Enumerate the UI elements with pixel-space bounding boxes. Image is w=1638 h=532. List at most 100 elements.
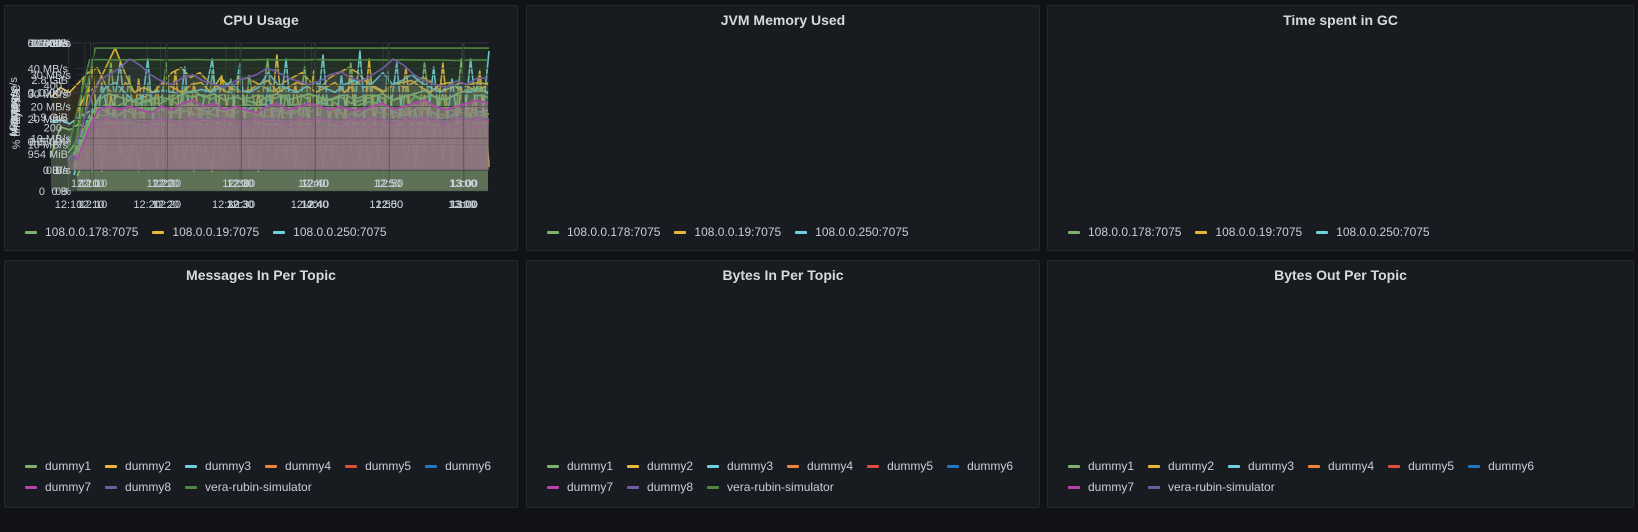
- legend-row: dummy1 dummy2 dummy3 dummy4 dummy5 dummy6: [547, 456, 1027, 477]
- legend-label: dummy3: [1248, 459, 1295, 473]
- legend-swatch-icon: [1068, 486, 1080, 490]
- legend-label: dummy6: [967, 459, 1014, 473]
- legend-item[interactable]: dummy1: [25, 456, 91, 477]
- panel-title[interactable]: Messages In Per Topic: [186, 267, 336, 283]
- panel-title[interactable]: Bytes Out Per Topic: [1274, 267, 1407, 283]
- legend-swatch-icon: [25, 231, 37, 235]
- legend-item[interactable]: 108.0.0.178:7075: [547, 222, 660, 243]
- legend-swatch-icon: [1388, 465, 1401, 469]
- legend-item[interactable]: dummy3: [1228, 456, 1294, 477]
- legend-item[interactable]: vera-rubin-simulator: [185, 477, 312, 498]
- panel-title[interactable]: JVM Memory Used: [720, 12, 846, 28]
- panel-jvm[interactable]: JVM Memory Used: [526, 5, 1040, 251]
- legend-label: 108.0.0.178:7075: [45, 225, 139, 239]
- legend-item[interactable]: dummy2: [627, 456, 693, 477]
- legend: 108.0.0.178:7075 108.0.0.19:7075 108.0.0.2…: [547, 222, 923, 243]
- legend-item[interactable]: dummy6: [1468, 456, 1534, 477]
- legend-item[interactable]: vera-rubin-simulator: [707, 477, 834, 498]
- legend-label: 108.0.0.250:7075: [1336, 225, 1430, 239]
- legend-swatch-icon: [1068, 465, 1080, 469]
- legend-label: dummy1: [1088, 459, 1135, 473]
- legend-label: vera-rubin-simulator: [1168, 480, 1275, 494]
- legend-item[interactable]: 108.0.0.178:7075: [1068, 222, 1181, 243]
- legend-swatch-icon: [1308, 465, 1321, 469]
- legend-item[interactable]: dummy4: [1308, 456, 1374, 477]
- legend-item[interactable]: 108.0.0.250:7075: [1316, 222, 1430, 243]
- legend-swatch-icon: [787, 465, 800, 469]
- legend-item[interactable]: dummy8: [627, 477, 693, 498]
- legend-item[interactable]: dummy3: [707, 456, 773, 477]
- legend-swatch-icon: [345, 465, 358, 469]
- legend-swatch-icon: [627, 486, 640, 490]
- legend-item[interactable]: dummy2: [1148, 456, 1214, 477]
- panel-cpu[interactable]: CPU Usage: [4, 5, 518, 251]
- panel-title[interactable]: Bytes In Per Topic: [722, 267, 844, 283]
- panel-title[interactable]: CPU Usage: [223, 12, 299, 28]
- legend-row: dummy7 dummy8 vera-rubin-simulator: [25, 477, 505, 498]
- panel-gc[interactable]: Time spent in GC: [1047, 5, 1634, 251]
- legend-label: vera-rubin-simulator: [727, 480, 834, 494]
- legend-label: vera-rubin-simulator: [205, 480, 312, 494]
- legend-item[interactable]: dummy4: [265, 456, 331, 477]
- legend-swatch-icon: [547, 231, 559, 235]
- legend-item[interactable]: dummy5: [1388, 456, 1454, 477]
- legend-swatch-icon: [795, 231, 808, 235]
- legend-item[interactable]: dummy4: [787, 456, 853, 477]
- legend-row: dummy7 dummy8 vera-rubin-simulator: [547, 477, 1027, 498]
- legend-swatch-icon: [425, 465, 438, 469]
- legend-item[interactable]: dummy1: [1068, 456, 1134, 477]
- legend-item[interactable]: dummy7: [25, 477, 91, 498]
- legend-item[interactable]: dummy8: [105, 477, 171, 498]
- legend-item[interactable]: vera-rubin-simulator: [1148, 477, 1275, 498]
- legend-item[interactable]: dummy1: [547, 456, 613, 477]
- legend-item[interactable]: dummy2: [105, 456, 171, 477]
- legend-item[interactable]: dummy5: [345, 456, 411, 477]
- legend-item[interactable]: 108.0.0.19:7075: [1195, 222, 1302, 243]
- legend-label: dummy6: [1488, 459, 1535, 473]
- legend-label: dummy2: [647, 459, 694, 473]
- legend-label: dummy4: [285, 459, 332, 473]
- legend: dummy1 dummy2 dummy3 dummy4 dummy5 dummy6 dumm…: [25, 456, 505, 498]
- legend-item[interactable]: dummy7: [547, 477, 613, 498]
- legend-label: 108.0.0.250:7075: [815, 225, 909, 239]
- legend-item[interactable]: dummy5: [867, 456, 933, 477]
- legend-swatch-icon: [547, 486, 559, 490]
- legend-swatch-icon: [25, 465, 37, 469]
- legend-row: 108.0.0.178:7075 108.0.0.19:7075 108.0.0.2…: [25, 222, 401, 243]
- legend-item[interactable]: dummy6: [425, 456, 491, 477]
- legend-label: dummy3: [205, 459, 252, 473]
- legend-item[interactable]: 108.0.0.178:7075: [25, 222, 138, 243]
- legend-item[interactable]: 108.0.0.19:7075: [152, 222, 259, 243]
- legend-swatch-icon: [105, 465, 118, 469]
- legend-label: dummy1: [567, 459, 614, 473]
- legend-label: dummy2: [125, 459, 172, 473]
- legend-item[interactable]: dummy7: [1068, 477, 1134, 498]
- legend-item[interactable]: 108.0.0.19:7075: [674, 222, 781, 243]
- legend-item[interactable]: 108.0.0.250:7075: [273, 222, 387, 243]
- legend-row: dummy1 dummy2 dummy3 dummy4 dummy5 dummy6: [1068, 456, 1548, 477]
- legend-swatch-icon: [1468, 465, 1481, 469]
- legend-label: 108.0.0.19:7075: [694, 225, 782, 239]
- legend-label: dummy1: [45, 459, 92, 473]
- legend-item[interactable]: dummy6: [947, 456, 1013, 477]
- legend-label: dummy7: [45, 480, 92, 494]
- legend-swatch-icon: [1195, 231, 1208, 235]
- legend-swatch-icon: [707, 465, 720, 469]
- legend-swatch-icon: [707, 486, 720, 490]
- legend-label: dummy4: [807, 459, 854, 473]
- legend-row: 108.0.0.178:7075 108.0.0.19:7075 108.0.0.2…: [1068, 222, 1444, 243]
- legend-item[interactable]: dummy3: [185, 456, 251, 477]
- legend-swatch-icon: [674, 231, 687, 235]
- legend-item[interactable]: 108.0.0.250:7075: [795, 222, 909, 243]
- legend-swatch-icon: [185, 465, 198, 469]
- panel-title[interactable]: Time spent in GC: [1283, 12, 1398, 28]
- legend-label: 108.0.0.178:7075: [1088, 225, 1182, 239]
- legend-row: 108.0.0.178:7075 108.0.0.19:7075 108.0.0.2…: [547, 222, 923, 243]
- legend-label: 108.0.0.19:7075: [172, 225, 260, 239]
- legend-label: 108.0.0.19:7075: [1215, 225, 1303, 239]
- legend-row: dummy1 dummy2 dummy3 dummy4 dummy5 dummy6: [25, 456, 505, 477]
- legend-label: dummy7: [1088, 480, 1135, 494]
- legend-swatch-icon: [185, 486, 198, 490]
- panel-bytesout[interactable]: Bytes Out Per Topic: [1047, 260, 1634, 508]
